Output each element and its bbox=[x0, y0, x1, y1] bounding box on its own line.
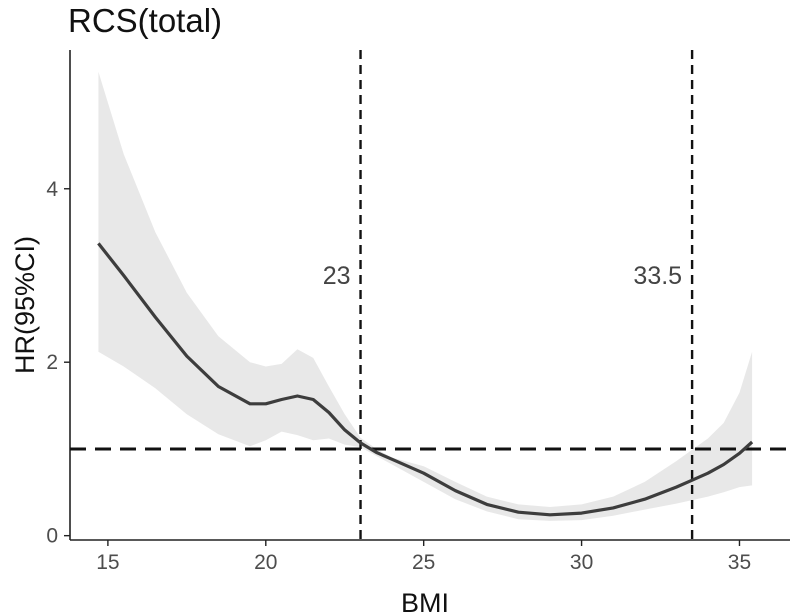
vline-label: 33.5 bbox=[633, 262, 682, 290]
y-axis-title: HR(95%CI) bbox=[10, 236, 40, 374]
x-tick-label: 30 bbox=[570, 551, 593, 574]
x-tick-label: 35 bbox=[728, 551, 751, 574]
chart-title: RCS(total) bbox=[68, 2, 223, 39]
y-tick-label: 2 bbox=[46, 351, 58, 374]
x-tick-label: 25 bbox=[412, 551, 435, 574]
x-axis-title: BMI bbox=[401, 588, 449, 615]
hr-series-line bbox=[97, 242, 754, 517]
x-tick-label: 20 bbox=[254, 551, 277, 574]
confidence-band bbox=[98, 71, 753, 521]
vline-label: 23 bbox=[323, 262, 351, 290]
x-tick-label: 15 bbox=[96, 551, 119, 574]
y-tick-label: 4 bbox=[46, 178, 58, 201]
y-tick-label: 0 bbox=[46, 525, 58, 548]
